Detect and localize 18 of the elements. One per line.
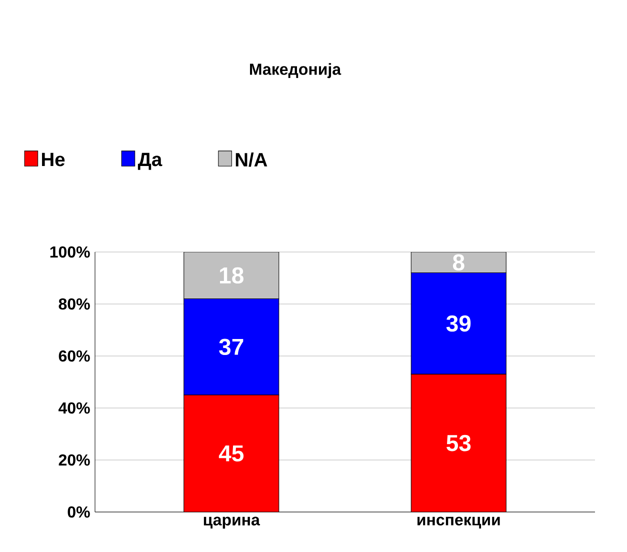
y-tick-label: 0%	[68, 506, 90, 518]
data-label: 45	[218, 445, 244, 462]
x-tick-label: царина	[204, 516, 260, 529]
y-tick-label: 80%	[58, 298, 90, 310]
chart-title: Македонија	[250, 63, 342, 78]
y-tick-label: 100%	[50, 246, 90, 258]
data-label: 53	[446, 434, 471, 452]
y-tick-label: 40%	[58, 402, 90, 414]
legend-label: Да	[138, 152, 162, 170]
data-label: 37	[219, 338, 244, 356]
data-label: 39	[446, 315, 471, 332]
data-label: 18	[220, 267, 244, 284]
legend-label: N/A	[236, 152, 268, 167]
x-tick-label: инспекции	[418, 516, 500, 528]
data-label: 8	[452, 254, 464, 271]
y-tick-label: 60%	[58, 350, 90, 362]
legend-label: Не	[42, 152, 65, 166]
y-tick-label: 20%	[58, 454, 90, 466]
